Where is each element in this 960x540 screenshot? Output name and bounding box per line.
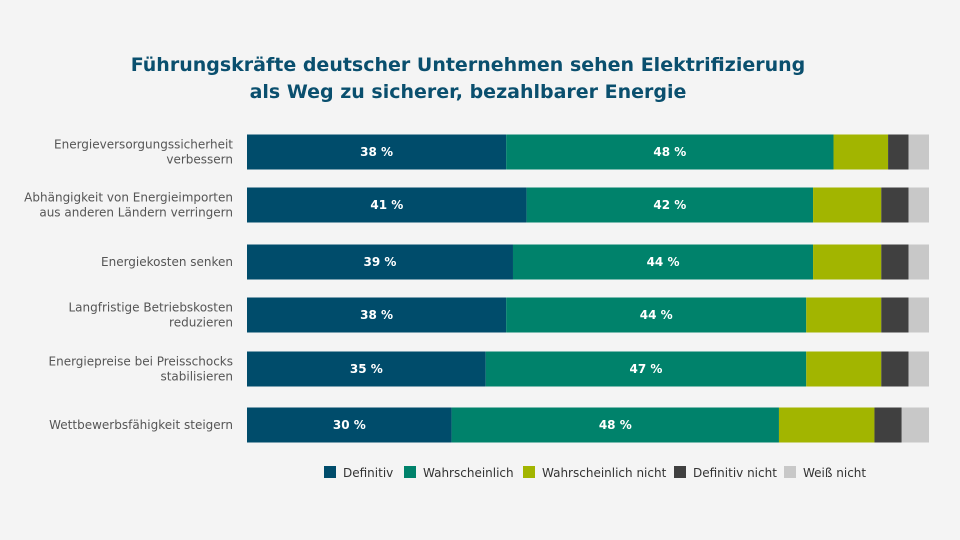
chart-title: Führungskräfte deutscher Unternehmen seh… [0,52,936,106]
bar-segment-3-3 [813,244,882,280]
legend-swatch-3 [523,466,535,478]
category-label-4: Langfristige Betriebskosten reduzieren [68,301,233,330]
bar-segment-1-5 [908,134,929,170]
bar-segment-5-4 [881,351,909,387]
bar-segment-1-1 [247,134,507,170]
bar-value-label-4-1: 38 % [360,308,393,322]
bar-value-label-1-2: 48 % [653,145,686,159]
bar-segment-5-1 [247,351,486,387]
bar-segment-3-4 [881,244,909,280]
bar-value-label-6-1: 30 % [333,418,366,432]
legend-label-5: Weiß nicht [803,466,866,480]
bar-segment-2-5 [908,187,929,223]
bar-segment-1-4 [888,134,909,170]
bar-segment-5-2 [485,351,807,387]
category-labels: Energieversorgungssicherheit verbessern Ab… [24,138,233,433]
category-label-2: Abhängigkeit von Energieimporten aus ande… [24,191,233,220]
bar-value-label-3-2: 44 % [647,255,680,269]
category-label-6: Wettbewerbsfähigkeit steigern [49,418,233,432]
bar-segment-6-2 [451,407,779,443]
bar-segment-6-5 [901,407,929,443]
bar-segment-4-1 [247,297,507,333]
legend-swatch-1 [324,466,336,478]
bar-segment-3-5 [908,244,929,280]
legend-swatch-5 [784,466,796,478]
legend-swatch-4 [674,466,686,478]
bar-segment-3-1 [247,244,513,280]
bar-value-label-2-1: 41 % [370,198,403,212]
bar-segment-4-5 [908,297,929,333]
bar-segment-1-3 [833,134,889,170]
bar-segment-3-2 [512,244,814,280]
bar-value-label-5-2: 47 % [630,362,663,376]
bar-value-label-5-1: 35 % [350,362,383,376]
bar-segment-2-2 [526,187,814,223]
bar-segment-5-3 [806,351,882,387]
legend: Definitiv Wahrscheinlich Wahrscheinlich ni… [324,466,866,480]
category-label-3: Energiekosten senken [101,255,233,269]
category-label-1: Energieversorgungssicherheit verbessern [54,138,233,167]
bar-value-label-6-2: 48 % [599,418,632,432]
bar-segment-4-4 [881,297,909,333]
legend-label-4: Definitiv nicht [693,466,777,480]
bar-segment-4-2 [506,297,807,333]
legend-label-3: Wahrscheinlich nicht [542,466,667,480]
bar-value-label-4-2: 44 % [640,308,673,322]
bar-value-label-1-1: 38 % [360,145,393,159]
bar-segment-2-3 [813,187,882,223]
category-label-5: Energiepreise bei Preisschocks stabilisie… [49,355,234,384]
legend-label-1: Definitiv [343,466,393,480]
chart-title-line-1: Führungskräfte deutscher Unternehmen seh… [130,54,806,76]
chart-title-line-2: als Weg zu sicherer, bezahlbarer Energie [249,81,687,103]
legend-label-2: Wahrscheinlich [423,466,514,480]
bar-segment-6-3 [778,407,875,443]
bar-segment-2-1 [247,187,527,223]
bars-group: 38 % 48 % 41 % 42 % 39 % 44 % 38 % 44 % 35 % 47 %… [247,134,929,443]
bar-segment-4-3 [806,297,882,333]
bar-segment-1-2 [506,134,834,170]
bar-segment-5-5 [908,351,929,387]
bar-segment-6-4 [874,407,902,443]
bar-value-label-3-1: 39 % [364,255,397,269]
bar-segment-6-1 [247,407,452,443]
legend-swatch-2 [404,466,416,478]
bar-segment-2-4 [881,187,909,223]
bar-value-label-2-2: 42 % [653,198,686,212]
